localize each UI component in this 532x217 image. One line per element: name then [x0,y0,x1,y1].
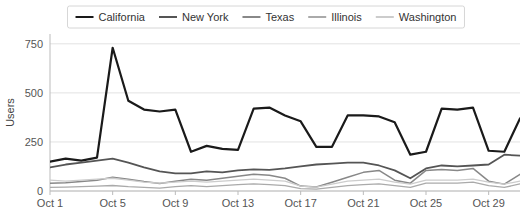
grid-line [50,191,520,192]
legend-label: Texas [265,11,294,23]
legend-label: California [99,11,146,23]
y-axis: 0 250 500 750 [25,34,520,197]
legend-label: Washington [399,11,457,23]
series-line [50,182,520,189]
legend-item: Illinois [308,11,362,23]
x-tick-label: Oct 17 [284,197,316,209]
y-tick-label: 750 [25,38,43,50]
series-line [50,168,520,187]
legend-label: Illinois [331,11,362,23]
x-tick-label: Oct 5 [100,197,126,209]
x-tick [488,191,489,195]
grid-line [50,92,520,93]
y-tick-label: 0 [37,185,43,197]
x-tick-label: Oct 21 [347,197,379,209]
x-tick [112,191,113,195]
legend-item: Washington [376,11,457,23]
legend-swatch [76,16,94,18]
series-line [50,178,520,187]
x-tick [175,191,176,195]
x-axis: Oct 1 Oct 5 Oct 9 Oct 13 Oct 17 Oct 21 Oct 25 O… [37,191,520,209]
x-tick [300,191,301,195]
plot-area [50,48,520,189]
x-tick-label: Oct 1 [37,197,63,209]
x-tick-label: Oct 13 [222,197,254,209]
grid-line [50,141,520,142]
x-tick [238,191,239,195]
x-axis-line [50,191,520,192]
page: {"chart_data": {"type": "line", "title":… [0,0,532,217]
legend-frame [68,6,465,28]
legend-swatch [242,16,260,18]
series-line [50,155,520,179]
legend-item: New York [159,11,229,23]
x-tick-label: Oct 25 [410,197,442,209]
y-axis-label: Users [4,98,16,127]
grid-line [50,43,520,44]
y-tick-label: 500 [25,87,43,99]
x-tick [426,191,427,195]
legend-swatch [159,16,177,18]
x-tick [363,191,364,195]
legend-swatch [376,16,394,18]
legend-item: California [76,11,146,23]
series-line [50,48,520,162]
x-tick-label: Oct 9 [162,197,188,209]
x-tick [50,191,51,195]
y-tick-label: 250 [25,136,43,148]
legend: California New York Texas Illinois Washingto… [68,6,465,28]
legend-swatch [308,16,326,18]
x-tick-label: Oct 29 [472,197,504,209]
legend-label: New York [182,11,229,23]
legend-item: Texas [242,11,294,23]
chart: 0250500750UsersOct 1Oct 5Oct 9Oct 13Oct … [0,0,532,217]
